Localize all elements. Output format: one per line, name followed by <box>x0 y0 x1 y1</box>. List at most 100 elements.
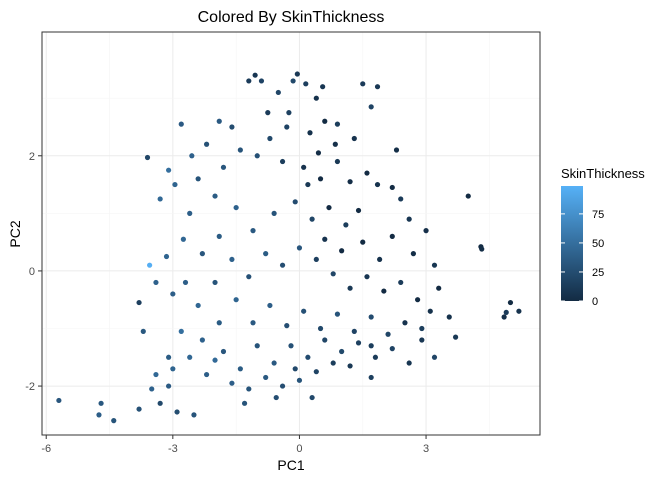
legend-colorbar <box>561 186 583 301</box>
data-point <box>195 176 201 182</box>
data-point <box>220 348 227 355</box>
data-point <box>339 248 345 254</box>
data-point <box>364 274 370 280</box>
data-point <box>315 150 322 156</box>
data-point <box>136 299 142 306</box>
data-point <box>503 309 509 315</box>
data-point <box>258 78 265 84</box>
data-point <box>355 340 362 346</box>
data-point <box>166 167 172 173</box>
data-point <box>284 124 290 130</box>
data-point <box>275 89 281 96</box>
data-point <box>446 314 452 320</box>
data-point <box>157 400 163 406</box>
data-point <box>212 357 218 363</box>
data-point <box>216 320 222 326</box>
plot-panel <box>42 32 540 435</box>
data-point <box>398 279 404 286</box>
data-point <box>174 409 180 415</box>
data-point <box>56 397 62 404</box>
y-tick-label: -2 <box>25 381 35 393</box>
data-point <box>296 245 303 251</box>
data-point <box>216 233 222 239</box>
data-point <box>292 199 298 205</box>
data-point <box>465 193 471 199</box>
data-point <box>263 374 269 381</box>
x-tick-label: -6 <box>41 443 51 455</box>
data-point <box>180 236 186 242</box>
data-point <box>203 141 210 147</box>
y-tick-label: 0 <box>29 266 35 278</box>
data-point <box>410 251 416 257</box>
data-point <box>294 71 300 77</box>
data-point <box>436 285 442 291</box>
data-point <box>111 418 117 424</box>
data-point <box>187 210 193 216</box>
data-point <box>320 84 326 90</box>
data-point <box>334 311 341 317</box>
data-points <box>56 71 522 424</box>
data-point <box>203 371 210 378</box>
data-point <box>347 285 353 291</box>
data-point <box>271 360 277 366</box>
data-point <box>229 256 235 263</box>
data-point <box>322 337 328 343</box>
data-point <box>355 207 362 214</box>
legend: 0 25 50 75 <box>561 186 604 308</box>
data-point <box>322 118 328 124</box>
data-point <box>406 216 412 222</box>
data-point <box>229 380 235 386</box>
data-point <box>303 81 309 87</box>
data-point <box>241 400 248 406</box>
legend-title: SkinThickness <box>561 166 645 181</box>
data-point <box>237 366 243 372</box>
data-point <box>501 314 507 320</box>
data-point <box>368 374 374 381</box>
data-point <box>279 262 286 268</box>
data-point <box>153 279 159 286</box>
data-point <box>279 383 286 389</box>
data-point <box>307 130 313 136</box>
data-point <box>271 210 277 216</box>
data-point <box>406 360 412 366</box>
legend-tick-label: 25 <box>592 267 604 279</box>
data-point <box>301 308 307 314</box>
data-point <box>385 331 391 337</box>
data-point <box>191 412 197 418</box>
data-point <box>233 297 239 303</box>
data-point <box>364 170 370 176</box>
data-point <box>187 354 193 360</box>
data-point <box>452 334 459 340</box>
data-point <box>368 104 374 110</box>
data-point <box>147 262 153 268</box>
data-point <box>419 337 425 343</box>
data-point <box>144 154 151 161</box>
data-point <box>149 386 155 392</box>
x-tick-label: 0 <box>296 443 302 455</box>
data-point <box>415 297 421 303</box>
data-point <box>419 325 425 332</box>
data-point <box>136 406 142 412</box>
data-point <box>267 135 273 142</box>
data-point <box>252 72 258 78</box>
data-point <box>347 363 353 369</box>
data-point <box>360 81 366 87</box>
data-point <box>301 164 307 170</box>
data-point <box>250 228 256 234</box>
data-point <box>212 279 218 286</box>
data-point <box>427 308 433 314</box>
data-point <box>347 179 353 185</box>
data-point <box>229 124 235 130</box>
data-point <box>153 371 159 378</box>
data-point <box>313 369 319 375</box>
data-point <box>199 337 205 343</box>
data-point <box>212 193 218 199</box>
data-point <box>313 256 319 263</box>
data-point <box>389 233 395 239</box>
data-point <box>246 274 252 280</box>
data-point <box>334 121 341 127</box>
data-point <box>343 222 349 228</box>
data-point <box>330 360 336 366</box>
data-point <box>273 394 279 401</box>
